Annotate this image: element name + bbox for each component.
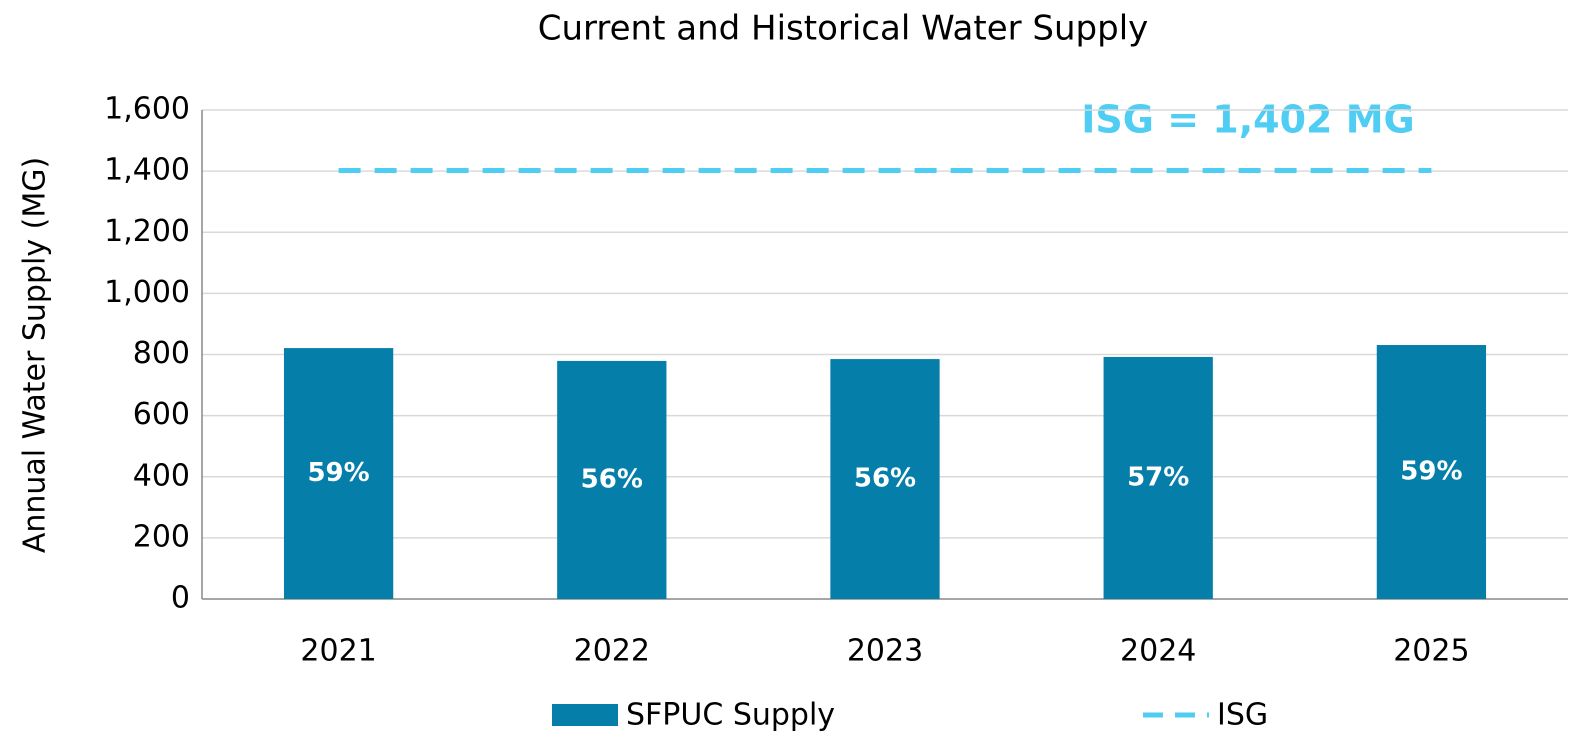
data-label: 57%: [1127, 462, 1189, 492]
y-tick-label: 0: [171, 581, 190, 616]
x-tick-label: 2023: [847, 634, 923, 669]
x-tick-label: 2022: [574, 634, 650, 669]
chart-title: Current and Historical Water Supply: [538, 9, 1149, 49]
y-tick-label: 1,200: [104, 214, 190, 249]
legend-label: SFPUC Supply: [626, 698, 835, 733]
bar: [1376, 345, 1487, 599]
y-tick-label: 1,000: [104, 275, 190, 310]
bar: [557, 360, 667, 599]
data-label: 59%: [1400, 457, 1462, 487]
data-label: 59%: [307, 458, 369, 488]
data-label: 56%: [581, 464, 643, 494]
legend-label: ISG: [1217, 698, 1268, 733]
bar: [1103, 356, 1213, 599]
bar: [283, 348, 394, 599]
x-tick-label: 2024: [1120, 634, 1196, 669]
x-tick-label: 2025: [1393, 634, 1469, 669]
bar: [830, 359, 940, 599]
y-tick-label: 200: [133, 519, 190, 554]
y-axis-label: Annual Water Supply (MG): [18, 157, 53, 553]
y-tick-label: 800: [133, 336, 190, 371]
legend-swatch: [552, 704, 618, 726]
y-tick-label: 600: [133, 397, 190, 432]
annotation: ISG = 1,402 MG: [1081, 98, 1414, 142]
x-tick-label: 2021: [300, 634, 376, 669]
y-tick-label: 1,400: [104, 153, 190, 188]
data-label: 56%: [854, 464, 916, 494]
y-tick-label: 1,600: [104, 92, 190, 127]
y-tick-label: 400: [133, 458, 190, 493]
